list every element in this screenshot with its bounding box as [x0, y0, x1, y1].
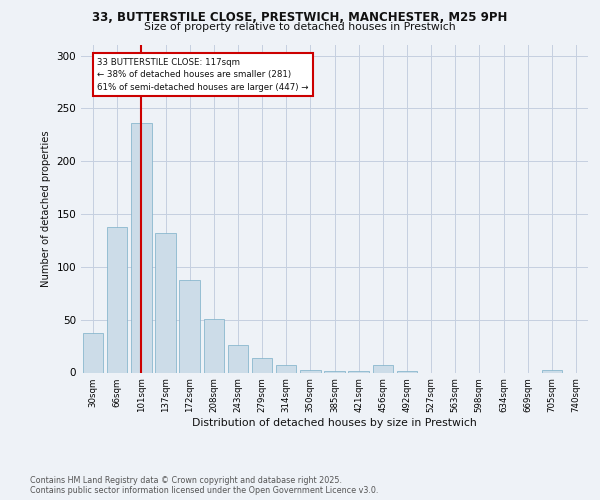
- Text: 33, BUTTERSTILE CLOSE, PRESTWICH, MANCHESTER, M25 9PH: 33, BUTTERSTILE CLOSE, PRESTWICH, MANCHE…: [92, 11, 508, 24]
- Text: Contains HM Land Registry data © Crown copyright and database right 2025.: Contains HM Land Registry data © Crown c…: [30, 476, 342, 485]
- Bar: [276, 365, 296, 372]
- Bar: [83, 334, 103, 372]
- Bar: [179, 280, 200, 372]
- Y-axis label: Number of detached properties: Number of detached properties: [41, 130, 51, 287]
- Bar: [107, 226, 127, 372]
- Bar: [542, 370, 562, 372]
- Bar: [252, 358, 272, 372]
- Text: 33 BUTTERSTILE CLOSE: 117sqm
← 38% of detached houses are smaller (281)
61% of s: 33 BUTTERSTILE CLOSE: 117sqm ← 38% of de…: [97, 58, 309, 92]
- Bar: [300, 370, 320, 372]
- Bar: [203, 318, 224, 372]
- Text: Contains public sector information licensed under the Open Government Licence v3: Contains public sector information licen…: [30, 486, 379, 495]
- X-axis label: Distribution of detached houses by size in Prestwich: Distribution of detached houses by size …: [192, 418, 477, 428]
- Bar: [373, 365, 393, 372]
- Bar: [155, 233, 176, 372]
- Bar: [227, 345, 248, 372]
- Text: Size of property relative to detached houses in Prestwich: Size of property relative to detached ho…: [144, 22, 456, 32]
- Bar: [131, 123, 152, 372]
